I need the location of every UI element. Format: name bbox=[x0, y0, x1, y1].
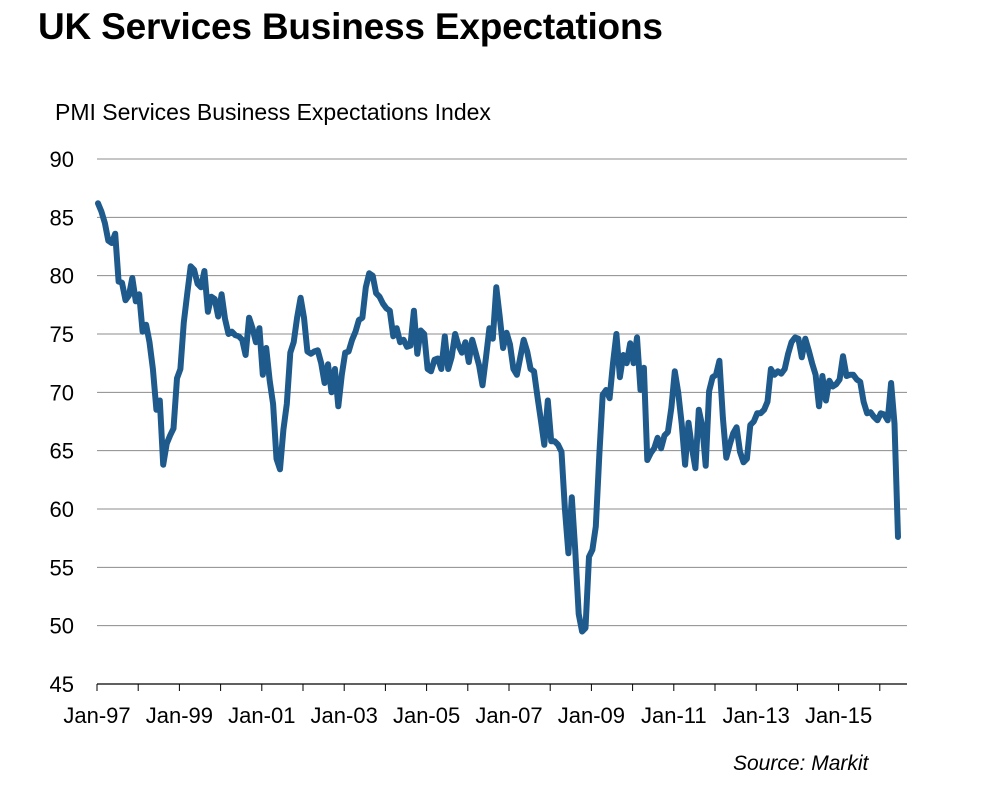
x-tick-label-jan-03: Jan-03 bbox=[311, 703, 378, 728]
gridlines bbox=[97, 158, 907, 627]
x-tick-label-jan-97: Jan-97 bbox=[63, 703, 130, 728]
x-tick-label-jan-13: Jan-13 bbox=[723, 703, 790, 728]
series-layer bbox=[95, 200, 901, 635]
y-tick-label-65: 65 bbox=[50, 439, 74, 464]
y-tick-label-60: 60 bbox=[50, 497, 74, 522]
y-tick-label-70: 70 bbox=[50, 380, 74, 405]
series-line-0 bbox=[95, 200, 901, 635]
chart-title: UK Services Business Expectations bbox=[38, 6, 663, 47]
x-tick-label-jan-99: Jan-99 bbox=[146, 703, 213, 728]
x-axis: Jan-97 Jan-99 Jan-01 Jan-03 Jan-05 Jan-07 Jan-… bbox=[63, 683, 907, 728]
y-axis-label: PMI Services Business Expectations Index bbox=[55, 99, 491, 125]
y-tick-label-85: 85 bbox=[50, 205, 74, 230]
y-tick-label-55: 55 bbox=[50, 555, 74, 580]
x-tick-label-jan-09: Jan-09 bbox=[558, 703, 625, 728]
y-tick-label-50: 50 bbox=[50, 614, 74, 639]
y-tick-label-45: 45 bbox=[50, 672, 74, 697]
y-tick-label-90: 90 bbox=[50, 147, 74, 172]
source-note: Source: Markit bbox=[733, 752, 869, 775]
y-tick-label-75: 75 bbox=[50, 322, 74, 347]
x-tick-label-jan-07: Jan-07 bbox=[475, 703, 542, 728]
x-tick-label-jan-11: Jan-11 bbox=[641, 703, 707, 728]
x-tick-label-jan-01: Jan-01 bbox=[228, 703, 295, 728]
y-tick-label-80: 80 bbox=[50, 264, 74, 289]
y-axis-ticks: 45 50 55 60 65 70 75 80 85 90 bbox=[50, 147, 74, 697]
x-tick-label-jan-15: Jan-15 bbox=[805, 703, 872, 728]
x-tick-label-jan-05: Jan-05 bbox=[393, 703, 460, 728]
